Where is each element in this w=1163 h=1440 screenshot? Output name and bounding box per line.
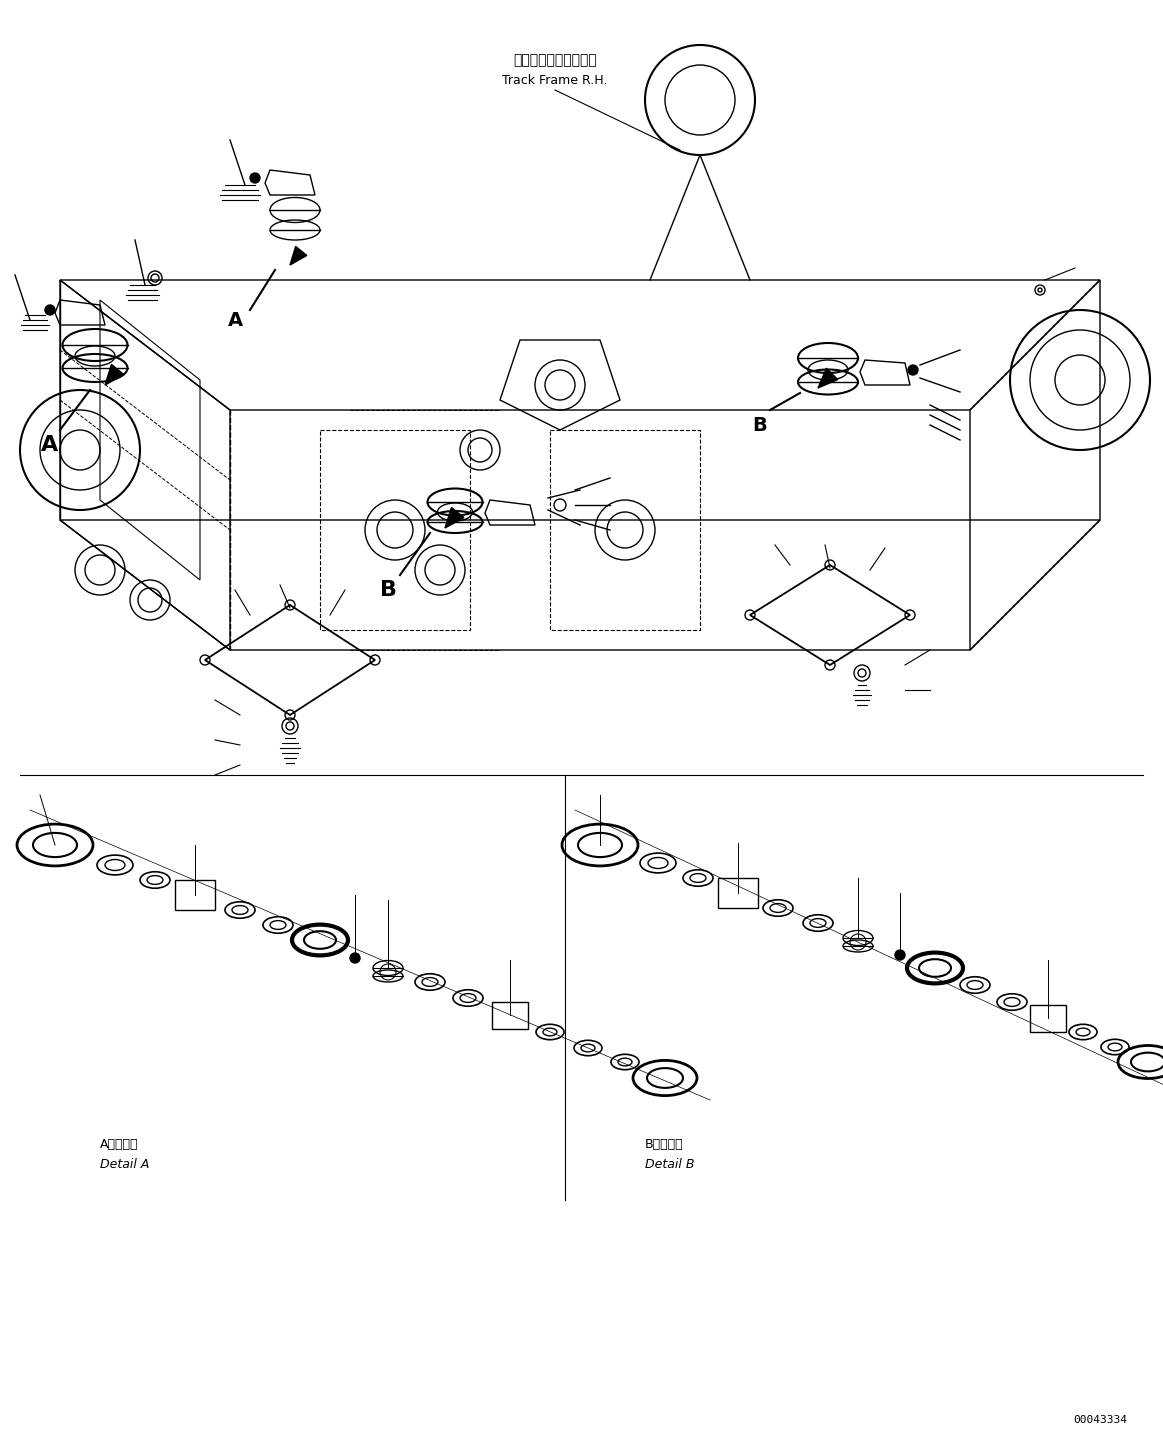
Circle shape: [896, 950, 905, 960]
Text: Detail A: Detail A: [100, 1159, 149, 1172]
Polygon shape: [105, 364, 123, 384]
Text: A　詳　細: A 詳 細: [100, 1139, 138, 1152]
Polygon shape: [290, 246, 307, 265]
Bar: [718, 878, 758, 909]
Text: トラックフレーム　右: トラックフレーム 右: [513, 53, 597, 68]
Polygon shape: [818, 369, 837, 387]
Bar: [492, 1001, 528, 1028]
Circle shape: [45, 305, 55, 315]
Text: A: A: [228, 311, 243, 330]
Bar: [1030, 1005, 1066, 1031]
Polygon shape: [445, 507, 464, 528]
Text: B: B: [752, 416, 768, 435]
Text: Detail B: Detail B: [645, 1159, 694, 1172]
Circle shape: [908, 364, 918, 374]
Text: Track Frame R.H.: Track Frame R.H.: [502, 73, 608, 86]
Text: B: B: [379, 580, 397, 600]
Circle shape: [250, 173, 261, 183]
Circle shape: [350, 953, 361, 963]
Text: 00043334: 00043334: [1073, 1416, 1127, 1426]
Bar: [174, 880, 215, 910]
Text: A: A: [42, 435, 58, 455]
Text: B　詳　細: B 詳 細: [645, 1139, 684, 1152]
